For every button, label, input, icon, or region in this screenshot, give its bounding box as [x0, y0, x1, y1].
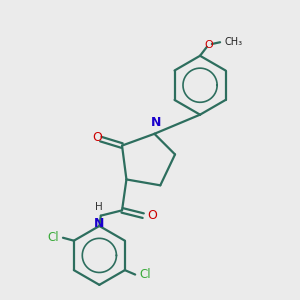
Text: N: N [151, 116, 161, 129]
Text: Cl: Cl [140, 268, 151, 281]
Text: O: O [204, 40, 213, 50]
Text: CH₃: CH₃ [224, 37, 243, 47]
Text: O: O [147, 209, 157, 222]
Text: H: H [95, 202, 103, 212]
Text: N: N [94, 217, 104, 230]
Text: O: O [92, 131, 102, 144]
Text: Cl: Cl [47, 231, 58, 244]
